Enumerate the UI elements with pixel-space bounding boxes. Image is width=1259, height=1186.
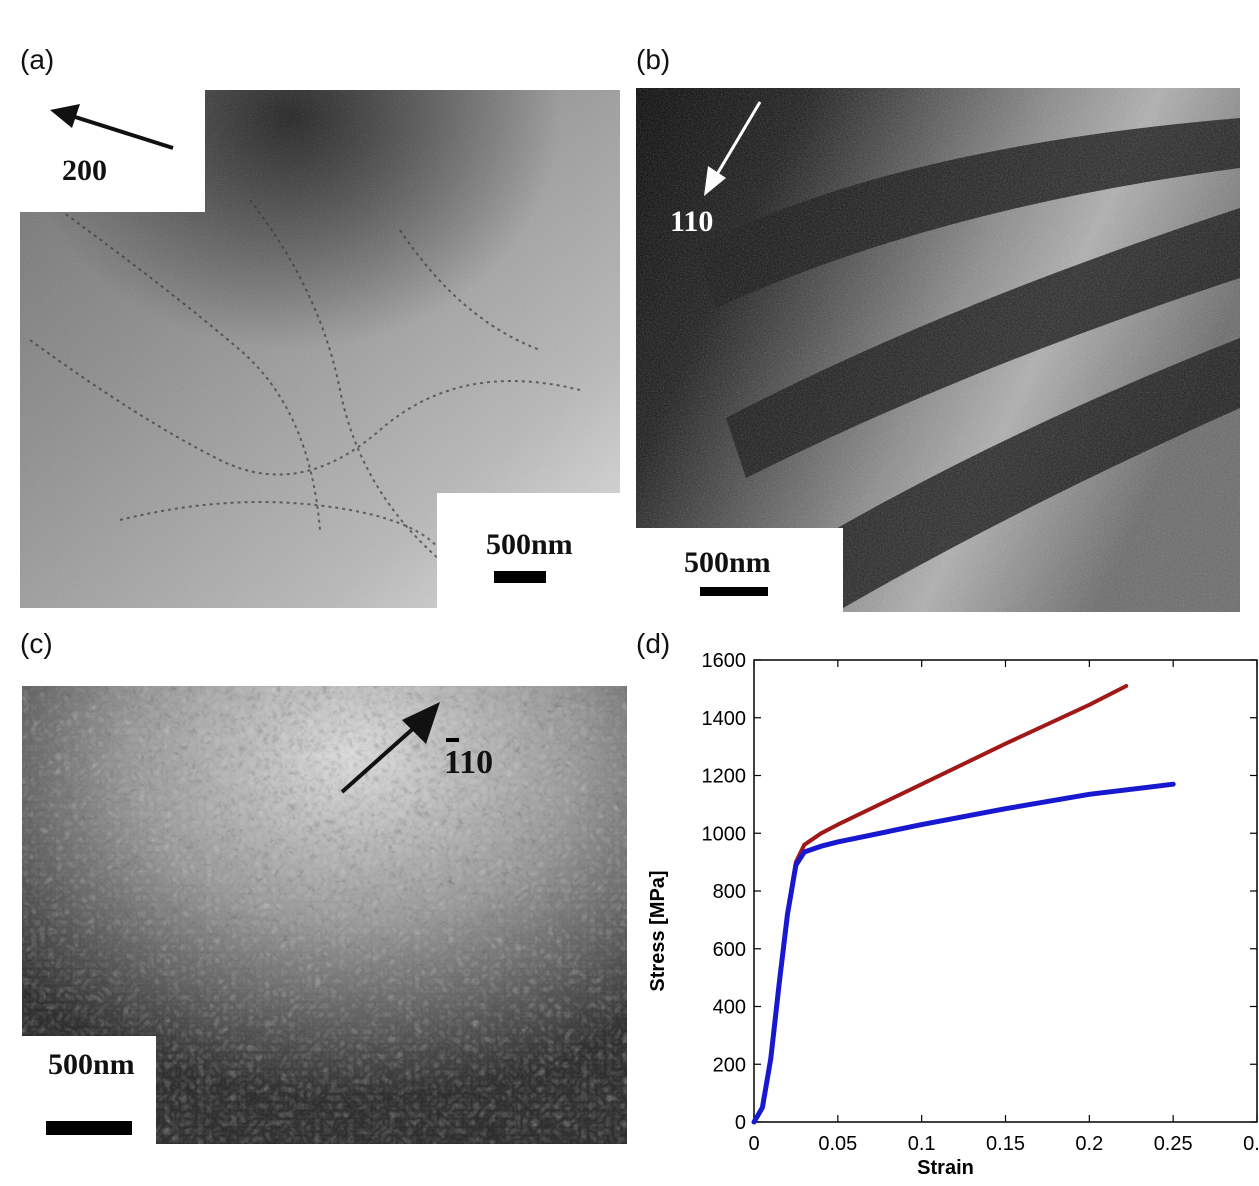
panel-c-direction-label: 110 — [444, 746, 493, 780]
plot-frame — [753, 659, 1258, 1123]
x-tick-label: 0 — [748, 1133, 759, 1155]
panel-b-arrow-icon — [704, 101, 762, 196]
panel-c-direction-bar-digit: 1 — [444, 744, 460, 781]
panel-b-micrograph — [636, 88, 1240, 612]
panel-b-scale-bar — [700, 587, 768, 596]
y-tick-label: 600 — [713, 939, 746, 961]
panel-b-scale-label: 500nm — [684, 546, 771, 579]
y-tick-label: 1000 — [702, 823, 747, 845]
panel-c-scale-label: 500nm — [48, 1048, 135, 1081]
panel-b-label: (b) — [636, 44, 671, 75]
panel-c-scale-bar — [46, 1121, 132, 1135]
series-line-2 — [751, 781, 1176, 1125]
x-axis-title: Strain — [917, 1157, 974, 1179]
y-tick-label: 200 — [713, 1054, 746, 1076]
panel-a-scale-bar — [494, 571, 546, 583]
x-tick-label: 0.15 — [986, 1133, 1025, 1155]
y-tick-label: 1400 — [702, 708, 747, 730]
x-tick-label: 0.3 — [1243, 1133, 1259, 1155]
panel-b-direction-label: 110 — [670, 205, 714, 238]
panel-a-direction-label: 200 — [62, 154, 107, 187]
panel-c-direction-rest: 10 — [459, 744, 494, 781]
y-tick-label: 1200 — [702, 766, 747, 788]
y-tick-label: 400 — [713, 997, 746, 1019]
panel-c-overbar — [446, 738, 459, 742]
x-tick-label: 0.05 — [818, 1133, 857, 1155]
panel-a-scale-label: 500nm — [486, 528, 573, 561]
panel-a-arrow-icon — [50, 104, 174, 150]
panel-c-arrow-icon — [340, 702, 440, 794]
panel-b-scale-box — [636, 528, 843, 612]
y-tick-label: 0 — [735, 1112, 746, 1134]
panel-c-label: (c) — [20, 628, 53, 659]
panel-a-scale-box — [437, 493, 620, 608]
x-tick-label: 0.25 — [1154, 1133, 1193, 1155]
x-tick-label: 0.2 — [1075, 1133, 1103, 1155]
stress-strain-chart: 0 200 400 600 800 1000 1200 1400 1600 0 0.05 0.1 0.1… — [647, 650, 1259, 1179]
y-tick-label: 1600 — [702, 650, 747, 672]
panel-d-label: (d) — [636, 628, 671, 659]
y-tick-label: 800 — [713, 881, 746, 903]
y-axis-title: Stress [MPa] — [647, 870, 669, 991]
x-tick-label: 0.1 — [908, 1133, 936, 1155]
panel-a-label: (a) — [20, 44, 55, 75]
